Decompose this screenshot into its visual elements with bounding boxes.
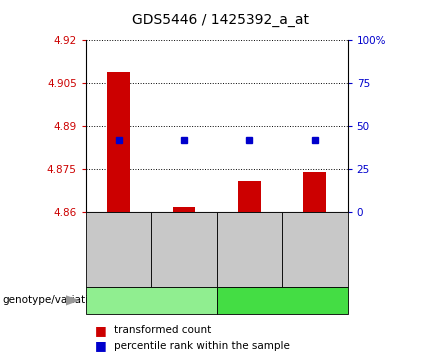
Text: GSM1040579: GSM1040579: [179, 217, 189, 282]
Text: transformed count: transformed count: [114, 325, 212, 335]
Text: Phf19 knockdown: Phf19 knockdown: [233, 295, 331, 305]
Text: GDS5446 / 1425392_a_at: GDS5446 / 1425392_a_at: [132, 13, 308, 27]
Text: ■: ■: [95, 324, 106, 337]
Bar: [238, 181, 261, 212]
Text: GSM1040578: GSM1040578: [245, 217, 254, 282]
Text: control: control: [132, 295, 171, 305]
Text: GSM1040580: GSM1040580: [310, 217, 320, 282]
Text: ■: ■: [95, 339, 106, 352]
Bar: [107, 72, 130, 212]
Bar: [172, 207, 195, 212]
Text: GSM1040577: GSM1040577: [114, 217, 124, 282]
Bar: [304, 172, 326, 212]
Text: percentile rank within the sample: percentile rank within the sample: [114, 341, 290, 351]
Text: genotype/variation: genotype/variation: [2, 295, 101, 305]
